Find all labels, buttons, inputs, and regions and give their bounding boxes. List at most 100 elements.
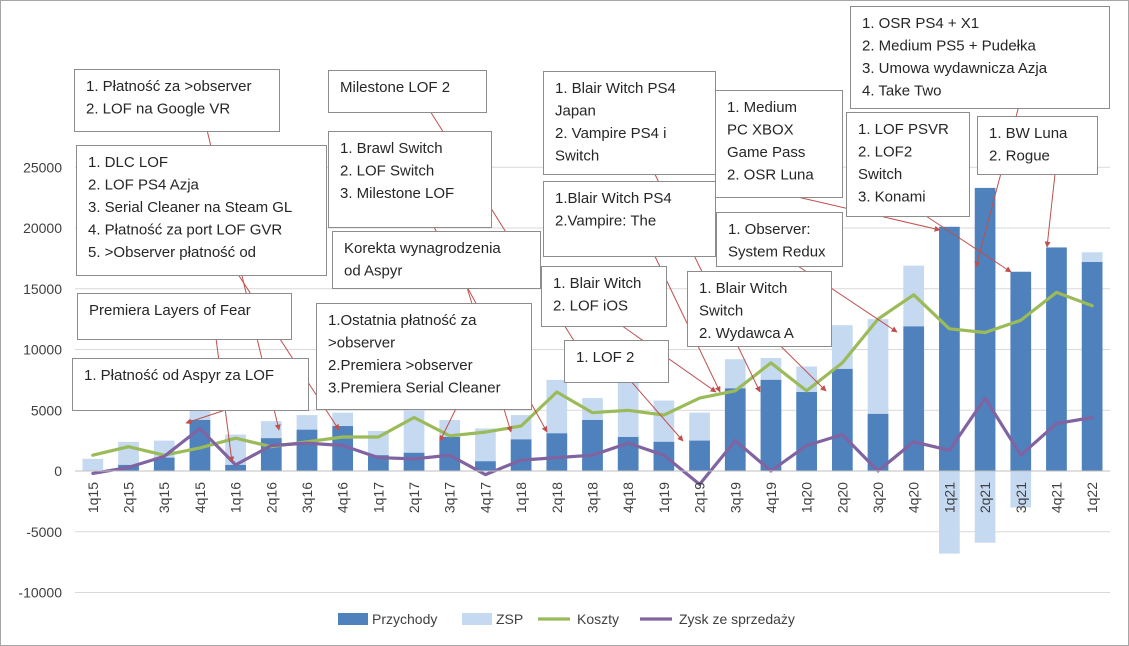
y-tick-label: -5000 <box>26 524 62 540</box>
callout-text: Switch <box>858 166 902 183</box>
bar-przychody <box>225 464 246 471</box>
callout-text: 2. LOF PS4 Azja <box>88 177 200 194</box>
line-koszty <box>91 290 1094 457</box>
callout-arrow <box>631 381 684 442</box>
x-tick-label: 1q21 <box>941 482 957 513</box>
callout-box <box>76 145 327 276</box>
callout-arrow <box>185 409 226 425</box>
bar-zsp <box>82 458 104 471</box>
callout-text: Korekta wynagrodzenia <box>344 240 501 257</box>
callout-text: 1. Observer: <box>728 221 811 238</box>
x-tick-label: 4q19 <box>763 482 779 513</box>
callout-box <box>72 358 309 411</box>
callout-text: 2. Medium PS5 + Pudełka <box>862 38 1037 55</box>
callout-text: 4. Płatność za port LOF GVR <box>88 222 282 239</box>
callout-text: 4. Take Two <box>862 83 942 100</box>
callout-text: 2. OSR Luna <box>727 167 814 184</box>
x-tick-label: 4q15 <box>192 482 208 513</box>
bar-przychody <box>867 413 889 471</box>
y-tick-label: 15000 <box>23 281 62 297</box>
x-tick-label: 4q17 <box>477 482 493 513</box>
callout-text: System Redux <box>728 244 826 261</box>
x-tick-label: 2q15 <box>121 482 137 513</box>
bar-przychody <box>724 388 746 471</box>
bar-przychody <box>796 392 817 471</box>
line-zysk-ze-sprzeda-y <box>91 396 1094 486</box>
callout-box <box>316 303 532 410</box>
bar-przychody <box>760 379 782 471</box>
callout-text: 3. Umowa wydawnicza Azja <box>862 60 1048 77</box>
callout-box <box>977 116 1098 175</box>
callout-text: Switch <box>699 303 743 320</box>
bar-przychody <box>475 461 496 471</box>
lines <box>91 290 1094 486</box>
callout-box <box>716 212 843 267</box>
x-tick-label: 3q15 <box>156 482 172 513</box>
callout-text: 2. Vampire PS4 i <box>555 125 666 142</box>
y-tick-label: 25000 <box>23 159 62 175</box>
bar-przychody <box>403 452 425 471</box>
callout-box <box>687 271 832 347</box>
callout-text: 1. DLC LOF <box>88 154 168 171</box>
callout-text: 2.Vampire: The <box>555 213 656 230</box>
callout-text: 3.Premiera Serial Cleaner <box>328 380 501 397</box>
bar-przychody <box>939 226 960 471</box>
bar-przychody <box>546 433 568 471</box>
x-tick-label: 2q21 <box>977 482 993 513</box>
callout-box <box>332 231 541 289</box>
callout-text: Japan <box>555 103 596 120</box>
callout-box <box>77 293 292 340</box>
x-tick-label: 2q19 <box>692 482 708 513</box>
callout-box <box>846 112 970 217</box>
bar-zsp <box>1010 471 1032 508</box>
x-tick-label: 2q20 <box>834 482 850 513</box>
legend-swatch <box>338 613 368 625</box>
x-tick-label: 1q22 <box>1084 482 1100 513</box>
callout-text: 1. Brawl Switch <box>340 140 443 157</box>
callout-text: od Aspyr <box>344 263 402 280</box>
callouts: 1. Płatność za >observer 2. LOF na Google… <box>72 6 1110 411</box>
callout-text: 1. LOF 2 <box>576 349 634 366</box>
callout-box <box>541 266 667 327</box>
callout-text: Switch <box>555 148 599 165</box>
callout-text: 5. >Observer płatność od <box>88 244 256 261</box>
legend-label: Przychody <box>372 611 437 627</box>
callout-text: 2.Premiera >observer <box>328 357 473 374</box>
callout-text: 1. Płatność za >observer <box>86 78 252 95</box>
x-tick-label: 4q16 <box>335 482 351 513</box>
legend-label: Koszty <box>577 611 619 627</box>
callout-text: 1. OSR PS4 + X1 <box>862 15 979 32</box>
bar-przychody <box>1046 247 1067 471</box>
callout-text: 3. Serial Cleaner na Steam GL <box>88 199 292 216</box>
callout-arrow <box>780 345 827 392</box>
callout-box <box>543 181 716 257</box>
callout-box <box>543 71 716 175</box>
callout-box <box>328 131 492 228</box>
bar-przychody <box>903 326 925 471</box>
callout-box <box>564 340 669 383</box>
callout-text: 1. LOF PSVR <box>858 121 949 138</box>
callout-text: Game Pass <box>727 144 805 161</box>
x-tick-label: 4q18 <box>620 482 636 513</box>
y-tick-label: -10000 <box>18 585 62 601</box>
x-tick-label: 3q21 <box>1013 482 1029 513</box>
x-tick-label: 2q16 <box>263 482 279 513</box>
y-tick-label: 0 <box>54 463 62 479</box>
x-tick-label: 1q20 <box>799 482 815 513</box>
callout-arrow <box>925 215 1012 273</box>
legend: Przychody ZSP Koszty Zysk ze sprzedaży <box>338 611 795 627</box>
x-tick-label: 4q21 <box>1048 482 1064 513</box>
x-tick-label: 3q19 <box>727 482 743 513</box>
x-tick-label: 3q16 <box>299 482 315 513</box>
y-tick-label: 20000 <box>23 220 62 236</box>
bar-przychody <box>296 429 318 471</box>
bar-przychody <box>582 419 603 471</box>
callout-text: 2. LOF iOS <box>553 298 628 315</box>
bar-przychody <box>510 439 532 471</box>
bar-przychody <box>689 440 710 471</box>
y-tick-label: 10000 <box>23 342 62 358</box>
x-tick-label: 4q20 <box>906 482 922 513</box>
callout-text: 1. Płatność od Aspyr za LOF <box>84 367 274 384</box>
x-tick-label: 3q20 <box>870 482 886 513</box>
